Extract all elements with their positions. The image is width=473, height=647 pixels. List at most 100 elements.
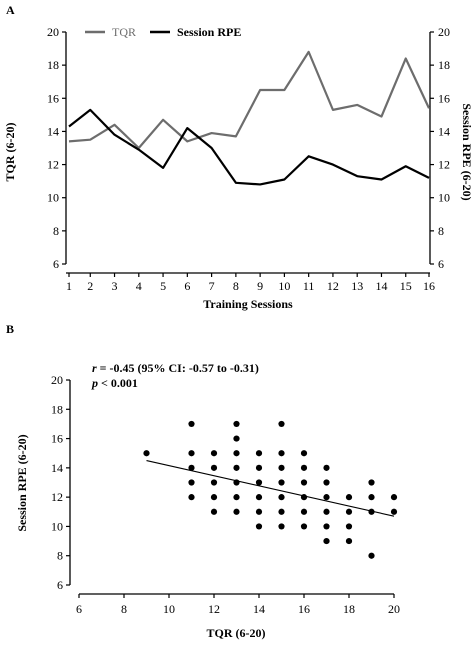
left-tick-label: 6 xyxy=(53,257,59,271)
scatter-point xyxy=(210,494,218,501)
scatter-point xyxy=(255,464,263,471)
tqr-series-line xyxy=(68,50,430,150)
scatter-point xyxy=(300,479,308,486)
scatter-point xyxy=(278,523,285,530)
x-tick-label: 8 xyxy=(233,279,239,293)
panel-a-left-ticks: 6 8 10 12 14 16 18 20 xyxy=(47,25,66,271)
panel-b-letter: B xyxy=(6,322,14,336)
panel-b-chart: r = -0.45 (95% CI: -0.57 to -0.31) p < 0… xyxy=(15,361,400,640)
scatter-point xyxy=(233,435,240,442)
right-tick-label: 10 xyxy=(438,191,450,205)
scatter-point xyxy=(278,508,285,515)
scatter-point xyxy=(368,508,375,515)
y-tick-label: 18 xyxy=(51,402,63,416)
x-tick-label: 3 xyxy=(112,279,118,293)
p-symbol: p xyxy=(91,376,98,390)
scatter-point xyxy=(233,450,240,457)
panel-a-series-lines xyxy=(68,50,430,186)
scatter-point xyxy=(278,450,285,457)
scatter-point xyxy=(188,450,195,457)
scatter-point xyxy=(233,420,240,428)
panel-b-y-ticks: 6 8 10 12 14 16 18 20 xyxy=(51,373,70,592)
x-tick-label: 2 xyxy=(87,279,93,293)
y-tick-label: 10 xyxy=(51,519,63,533)
regression-line xyxy=(146,459,395,517)
scatter-point xyxy=(323,494,330,501)
x-tick-label: 10 xyxy=(163,602,175,616)
x-tick-label: 6 xyxy=(76,602,82,616)
scatter-point xyxy=(368,552,375,559)
scatter-point xyxy=(278,479,285,486)
scatter-points xyxy=(143,420,398,559)
scatter-point xyxy=(233,479,240,486)
panel-a-left-axis-title: TQR (6-20) xyxy=(3,123,17,182)
scatter-point xyxy=(188,479,195,486)
x-tick-label: 16 xyxy=(298,602,310,616)
r-value: = -0.45 (95% CI: -0.57 to -0.31) xyxy=(97,361,259,375)
x-tick-label: 4 xyxy=(136,279,142,293)
scatter-point xyxy=(188,464,195,471)
panel-a-right-axis-title: Session RPE (6-20) xyxy=(460,103,473,200)
scatter-point xyxy=(255,523,263,530)
scatter-point xyxy=(390,494,398,501)
panel-a-right-ticks: 6 8 10 12 14 16 18 20 xyxy=(430,25,450,271)
scatter-point xyxy=(345,508,353,515)
left-tick-label: 18 xyxy=(47,58,59,72)
scatter-point xyxy=(233,508,240,515)
r-symbol: r xyxy=(92,361,97,375)
right-tick-label: 14 xyxy=(438,124,450,138)
scatter-point xyxy=(323,508,330,515)
scatter-point xyxy=(210,479,218,486)
left-tick-label: 12 xyxy=(47,158,59,172)
x-tick-label: 1 xyxy=(66,279,72,293)
x-tick-label: 12 xyxy=(327,279,339,293)
scatter-point xyxy=(300,494,308,501)
y-tick-label: 6 xyxy=(57,578,63,592)
scatter-point xyxy=(233,494,240,501)
x-tick-label: 6 xyxy=(184,279,190,293)
scatter-point xyxy=(255,494,263,501)
scatter-point xyxy=(300,523,308,530)
scatter-point xyxy=(300,450,308,457)
x-tick-label: 5 xyxy=(160,279,166,293)
panel-a-x-ticks: 1 2 3 4 5 6 7 8 9 10 11 12 13 14 15 16 xyxy=(66,273,435,293)
scatter-point xyxy=(188,420,195,428)
x-tick-label: 13 xyxy=(351,279,363,293)
y-tick-label: 12 xyxy=(51,490,63,504)
correlation-annotation: r = -0.45 (95% CI: -0.57 to -0.31) xyxy=(92,361,259,375)
scatter-point xyxy=(345,537,353,545)
scatter-point xyxy=(390,508,398,515)
x-tick-label: 11 xyxy=(303,279,315,293)
panel-b-x-axis-title: TQR (6-20) xyxy=(207,626,266,640)
right-tick-label: 20 xyxy=(438,25,450,39)
right-tick-label: 12 xyxy=(438,158,450,172)
x-tick-label: 7 xyxy=(209,279,215,293)
scatter-point xyxy=(210,464,218,471)
y-tick-label: 20 xyxy=(51,373,63,387)
scatter-point xyxy=(255,508,263,515)
right-tick-label: 18 xyxy=(438,58,450,72)
y-tick-label: 16 xyxy=(51,432,63,446)
p-value: < 0.001 xyxy=(98,376,138,390)
scatter-point xyxy=(345,494,353,501)
x-tick-label: 20 xyxy=(388,602,400,616)
right-tick-label: 6 xyxy=(438,257,444,271)
left-tick-label: 8 xyxy=(53,224,59,238)
scatter-point xyxy=(143,450,150,457)
y-tick-label: 8 xyxy=(57,549,63,563)
scatter-point xyxy=(188,494,195,501)
left-tick-label: 16 xyxy=(47,91,59,105)
scatter-point xyxy=(210,508,218,515)
x-tick-label: 18 xyxy=(343,602,355,616)
scatter-point xyxy=(323,523,330,530)
x-tick-label: 12 xyxy=(208,602,220,616)
left-tick-label: 14 xyxy=(47,124,59,138)
session-rpe-series-line xyxy=(68,108,430,186)
panel-b-x-ticks: 6 8 10 12 14 16 18 20 xyxy=(76,594,400,616)
panel-b-y-axis-title: Session RPE (6-20) xyxy=(15,434,29,531)
left-tick-label: 10 xyxy=(47,191,59,205)
scatter-point xyxy=(255,479,263,486)
scatter-point xyxy=(368,479,375,486)
scatter-point xyxy=(278,494,285,501)
